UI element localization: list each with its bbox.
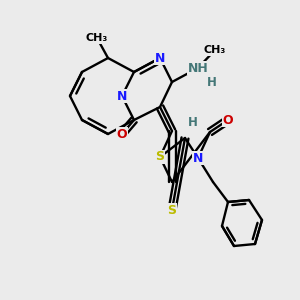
Text: N: N xyxy=(155,52,165,64)
Text: O: O xyxy=(223,113,233,127)
Text: S: S xyxy=(167,203,176,217)
Text: H: H xyxy=(207,76,217,88)
Text: H: H xyxy=(188,116,198,128)
Text: S: S xyxy=(155,151,164,164)
Text: NH: NH xyxy=(188,61,208,74)
Text: O: O xyxy=(117,128,127,140)
Text: CH₃: CH₃ xyxy=(204,45,226,55)
Text: CH₃: CH₃ xyxy=(86,33,108,43)
Text: N: N xyxy=(193,152,203,164)
Text: N: N xyxy=(117,89,127,103)
